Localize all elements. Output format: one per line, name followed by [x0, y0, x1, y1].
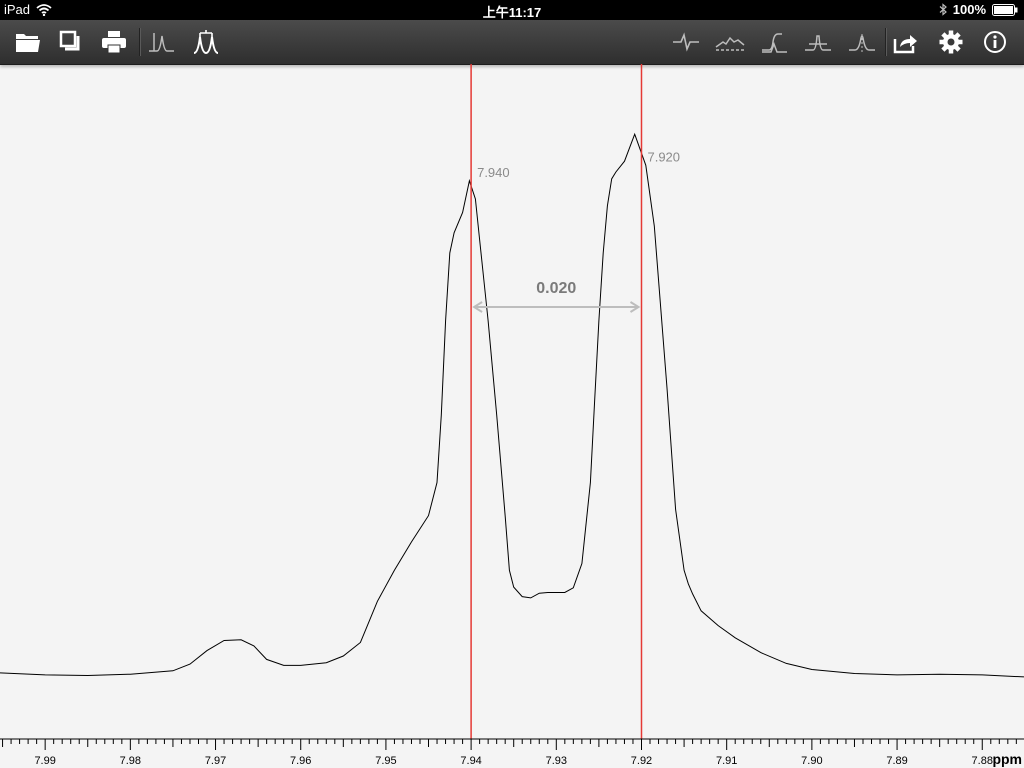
info-icon — [984, 31, 1006, 53]
device-name: iPad — [4, 2, 31, 17]
x-axis: 7.99 7.98 7.97 7.96 7.95 7.94 7.93 7.92 7.91 7.90… — [0, 738, 1024, 767]
bluetooth-icon — [939, 3, 947, 16]
status-bar: iPad 上午11:17 100% — [0, 0, 1024, 20]
x-tick-label: 7.96 — [290, 755, 311, 767]
x-tick-label: 7.97 — [205, 755, 226, 767]
open-folder-button[interactable] — [10, 24, 46, 60]
info-button[interactable] — [977, 24, 1013, 60]
peak-pick-button[interactable] — [143, 24, 179, 60]
print-icon — [102, 31, 126, 54]
phase-button[interactable] — [668, 24, 704, 60]
multiplet-icon — [193, 30, 219, 55]
duplicate-icon — [59, 30, 80, 51]
toolbar — [0, 20, 1024, 65]
gaussian-icon — [849, 34, 875, 52]
share-button[interactable] — [888, 24, 924, 60]
x-tick-label: 7.91 — [716, 755, 737, 767]
integrate-icon — [762, 33, 787, 53]
peak-shape-button[interactable] — [800, 24, 836, 60]
duplicate-button[interactable] — [53, 24, 89, 60]
x-axis-label: ppm — [992, 751, 1022, 767]
distance-label: 0.020 — [536, 280, 576, 297]
baseline-icon — [715, 36, 745, 51]
baseline-button[interactable] — [712, 24, 748, 60]
print-button[interactable] — [96, 24, 132, 60]
peak-label: 7.940 — [477, 165, 510, 180]
integrate-button[interactable] — [756, 24, 792, 60]
arrowhead-left — [472, 301, 483, 313]
phase-icon — [673, 32, 699, 52]
gaussian-button[interactable] — [844, 24, 880, 60]
x-tick-label: 7.93 — [546, 755, 567, 767]
multiplet-button[interactable] — [188, 24, 224, 60]
x-tick-label: 7.89 — [886, 755, 907, 767]
peak-distance: 0.020 — [472, 280, 641, 313]
peak-label: 7.920 — [647, 149, 680, 164]
open-folder-icon — [16, 34, 40, 52]
settings-gear-icon — [939, 30, 963, 54]
battery-icon — [992, 3, 1018, 16]
peak-markers: 7.940 7.920 — [470, 64, 680, 739]
status-time: 上午11:17 — [482, 5, 542, 20]
x-tick-label: 7.95 — [375, 755, 396, 767]
x-tick-label: 7.90 — [801, 755, 822, 767]
share-icon — [893, 35, 917, 54]
arrowhead-right — [629, 301, 641, 313]
peak-pick-icon — [149, 33, 174, 52]
x-tick-label: 7.98 — [120, 755, 141, 767]
x-tick-label: 7.94 — [460, 755, 481, 767]
settings-button[interactable] — [933, 24, 969, 60]
x-tick-label: 7.99 — [34, 755, 55, 767]
battery-percent: 100% — [952, 2, 986, 17]
x-tick-label: 7.92 — [631, 755, 652, 767]
x-tick-label: 7.88 — [972, 755, 993, 767]
wifi-icon — [36, 3, 52, 16]
spectrum-line — [0, 132, 1024, 678]
peak-shape-icon — [805, 35, 831, 51]
